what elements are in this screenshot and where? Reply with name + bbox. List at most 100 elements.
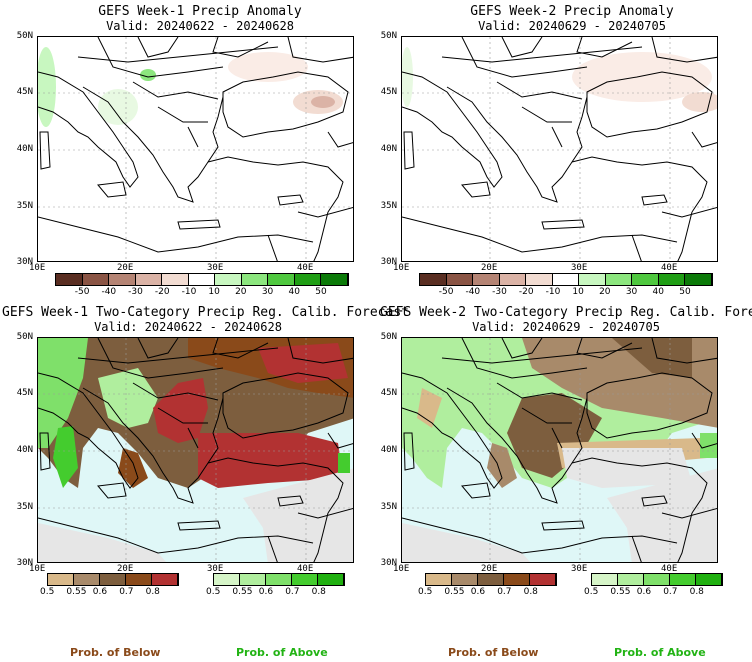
coastline-border [287, 338, 353, 364]
longitude-label: 20E [117, 564, 134, 574]
coastline-border [137, 338, 179, 359]
prob-below-area [507, 393, 602, 478]
panel3-valid: Valid: 20240622 - 20240628 [94, 320, 282, 334]
coastline-border [496, 81, 583, 100]
coastline-border [82, 387, 224, 504]
colorbar-swatch [658, 274, 686, 285]
panel1-map-svg [38, 37, 353, 261]
panel2-map-svg [402, 37, 717, 261]
anomaly-colorbar-left [55, 273, 349, 286]
coastline-border [267, 234, 278, 261]
coastline-border [691, 432, 717, 449]
coastline-border [571, 156, 708, 213]
coastline-border [77, 46, 279, 63]
coastline-border [461, 338, 588, 379]
gray-area [402, 523, 531, 562]
colorbar-label: 0.55 [444, 587, 465, 597]
coastline-border [441, 347, 643, 364]
coastline-border [501, 37, 543, 58]
latitude-label: 45N [16, 388, 33, 398]
colorbar-label: 0.6 [470, 587, 486, 597]
coastline-border [39, 131, 51, 170]
colorbar-swatch [452, 574, 478, 585]
latitude-label: 35N [380, 502, 397, 512]
coastline-border [97, 37, 224, 78]
coastline-border [496, 382, 583, 401]
colorbar-swatch [109, 274, 136, 285]
coastline-border [501, 338, 543, 359]
panel3-title: GEFS Week-1 Two-Category Precip Reg. Cal… [2, 305, 409, 320]
coastline-border [97, 338, 224, 379]
coastline-border [77, 347, 279, 364]
coastline-border [402, 372, 503, 489]
coastline-border [521, 407, 572, 424]
latitude-label: 35N [16, 201, 33, 211]
coastline-border [641, 495, 668, 507]
coastline-border [651, 338, 717, 364]
colorbar-label: 0.7 [285, 587, 300, 597]
longitude-label: 40E [661, 263, 678, 273]
caption-prob-below-left: Prob. of Below [70, 646, 161, 659]
colorbar-swatch [292, 574, 318, 585]
coastline-border [551, 427, 563, 449]
colorbar-label: 20 [599, 287, 611, 297]
latitude-label: 35N [380, 201, 397, 211]
longitude-label: 20E [481, 263, 498, 273]
latitude-label: 50N [380, 332, 397, 342]
colorbar-label: 0.8 [689, 587, 704, 597]
coastline-border [446, 387, 588, 504]
colorbar-swatch [420, 274, 447, 285]
coastline-border [661, 508, 717, 519]
longitude-label: 30E [207, 263, 224, 273]
colorbar-swatch [321, 274, 349, 285]
anomaly-dry-area [572, 52, 712, 102]
coastline-border [327, 131, 353, 148]
colorbar-swatch [266, 574, 292, 585]
colorbar-label: -50 [438, 287, 454, 297]
coastline-border [212, 37, 269, 58]
coastline-border [207, 156, 344, 213]
coastline-border [38, 517, 314, 554]
colorbar-swatch [426, 574, 452, 585]
colorbar-swatch [696, 574, 722, 585]
colorbar-label: 0.5 [206, 587, 221, 597]
coastline-border [187, 427, 199, 449]
prob-below-area [612, 338, 692, 378]
coastline-border [297, 207, 353, 218]
longitude-label: 10E [393, 564, 410, 574]
colorbar-swatch [100, 574, 126, 585]
colorbar-label: 10 [572, 287, 584, 297]
panel4-map [401, 337, 718, 563]
colorbar-label: 0.6 [636, 587, 652, 597]
prob-below-area [487, 443, 517, 488]
anomaly-wet-area [98, 89, 138, 125]
coastline-border [446, 86, 588, 203]
gray-area [38, 523, 167, 562]
latitude-label: 45N [380, 87, 397, 97]
panel3-map-svg [38, 338, 353, 562]
colorbar-label: 0.7 [497, 587, 512, 597]
panel4-valid: Valid: 20240629 - 20240705 [472, 320, 660, 334]
coastline-border [38, 372, 139, 489]
latitude-label: 30N [16, 558, 33, 568]
colorbar-swatch [473, 274, 500, 285]
longitude-label: 40E [297, 564, 314, 574]
anomaly-dry-area [311, 96, 335, 108]
coastline-border [461, 181, 491, 198]
coastline-border [677, 512, 693, 562]
colorbar-label: 30 [261, 287, 274, 297]
prob-below-area [118, 448, 148, 488]
coastline-border [287, 37, 353, 63]
prob-below-area [258, 343, 348, 383]
coastline-border [97, 181, 127, 198]
prob-below-colorbar-left [47, 573, 179, 586]
gray-area [243, 468, 353, 562]
colorbar-swatch [552, 274, 580, 285]
prob-above-area [700, 433, 717, 458]
colorbar-label: -10 [181, 287, 197, 297]
prob-below-area [198, 433, 343, 488]
colorbar-swatch [530, 574, 556, 585]
coastline-border [157, 106, 208, 123]
latitude-label: 50N [16, 31, 33, 41]
panel2-valid: Valid: 20240629 - 20240705 [478, 19, 666, 33]
